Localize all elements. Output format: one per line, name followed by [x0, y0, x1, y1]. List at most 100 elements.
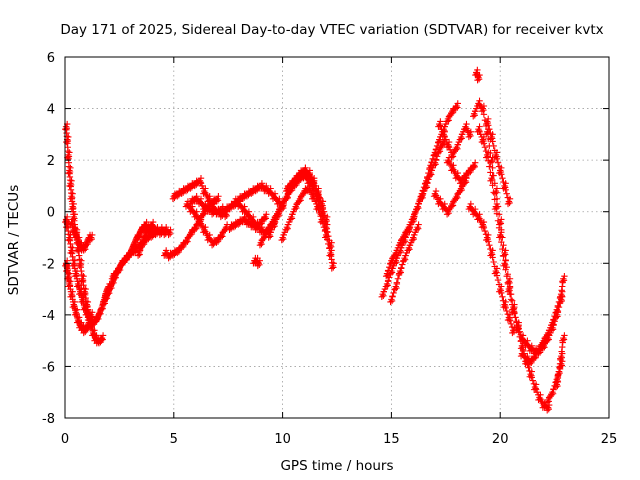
data-point [448, 203, 455, 210]
data-point [548, 321, 555, 329]
x-tick-label: 25 [601, 432, 618, 447]
data-point [504, 279, 512, 286]
data-point [187, 185, 194, 192]
data-point [139, 239, 146, 246]
data-point [509, 329, 516, 337]
data-point [497, 220, 505, 227]
data-point [474, 77, 481, 84]
data-point [254, 262, 261, 270]
data-point [454, 104, 461, 111]
data-point [504, 200, 512, 208]
data-point [503, 307, 510, 315]
data-point [63, 138, 70, 146]
data-point [489, 138, 496, 145]
data-point [489, 254, 496, 261]
data-point [404, 247, 412, 254]
data-point [208, 242, 216, 249]
data-point [478, 107, 486, 115]
series-arc-5c [278, 182, 337, 272]
data-point [328, 265, 335, 272]
data-point [87, 236, 94, 244]
y-axis-label: SDTVAR / TECUs [6, 185, 22, 295]
data-point [559, 278, 566, 285]
data-point [485, 157, 492, 164]
data-point [325, 240, 332, 248]
data-point [424, 179, 431, 186]
data-point [425, 176, 432, 183]
data-point [389, 292, 396, 300]
data-point [282, 187, 290, 195]
data-point [382, 272, 390, 280]
data-point [516, 328, 523, 335]
data-point [481, 227, 489, 235]
y-tick-labels: -8 -6 -4 -2 0 2 4 6 [42, 51, 55, 427]
data-point [558, 354, 565, 361]
series-arc-4b [226, 211, 270, 233]
data-point [66, 182, 73, 190]
data-point [506, 291, 514, 298]
data-point [191, 182, 198, 190]
data-point [121, 257, 129, 264]
data-point [400, 257, 407, 264]
data-point [544, 407, 551, 414]
data-point [554, 302, 562, 310]
series-arc-7d [465, 200, 518, 337]
data-point [213, 239, 220, 246]
data-point [174, 249, 181, 257]
series-arc-5d [282, 164, 327, 210]
data-point [465, 133, 473, 141]
y-tick-label: -2 [42, 257, 55, 272]
series-arc-3c [182, 198, 231, 249]
data-point [480, 224, 488, 232]
x-tick-label: 15 [383, 432, 400, 447]
data-point [552, 383, 560, 391]
data-point [162, 230, 169, 238]
data-point [530, 355, 538, 362]
data-point [393, 279, 401, 286]
series-arc-2c [134, 218, 170, 259]
data-point [499, 174, 506, 182]
data-point [182, 187, 190, 195]
data-point [97, 306, 105, 313]
series-arc-7c [483, 115, 514, 208]
data-point [557, 355, 564, 362]
data-point [560, 277, 568, 284]
data-point [465, 169, 473, 177]
series-arc-6c [387, 221, 422, 306]
data-point [559, 337, 566, 344]
x-tick-label: 20 [492, 432, 509, 447]
data-point [82, 242, 90, 249]
data-point [178, 244, 185, 252]
series-arc-6b [382, 136, 448, 280]
data-point [278, 236, 285, 244]
data-point [500, 262, 507, 270]
data-point [433, 153, 441, 160]
data-point [117, 262, 124, 270]
data-point [63, 223, 70, 231]
data-point [507, 320, 515, 328]
data-point [221, 208, 229, 215]
data-point [386, 263, 393, 271]
data-point [529, 377, 537, 384]
data-point [243, 193, 251, 200]
data-point [87, 314, 94, 321]
chart-title: Day 171 of 2025, Sidereal Day-to-day VTE… [60, 22, 603, 38]
data-point [539, 340, 547, 347]
data-point [248, 190, 255, 197]
data-point [217, 211, 225, 218]
data-point [384, 277, 392, 284]
data-point [417, 195, 425, 203]
data-point [265, 234, 272, 241]
data-point [480, 111, 488, 118]
data-point [397, 264, 405, 271]
data-point [97, 337, 105, 344]
data-point [486, 126, 493, 133]
data-point [93, 316, 100, 324]
data-point [422, 185, 429, 192]
series-arc-1c [62, 257, 96, 337]
data-point [491, 196, 498, 203]
data-point [316, 209, 323, 217]
data-point [456, 136, 464, 143]
data-point [487, 177, 494, 184]
data-point [88, 313, 95, 320]
